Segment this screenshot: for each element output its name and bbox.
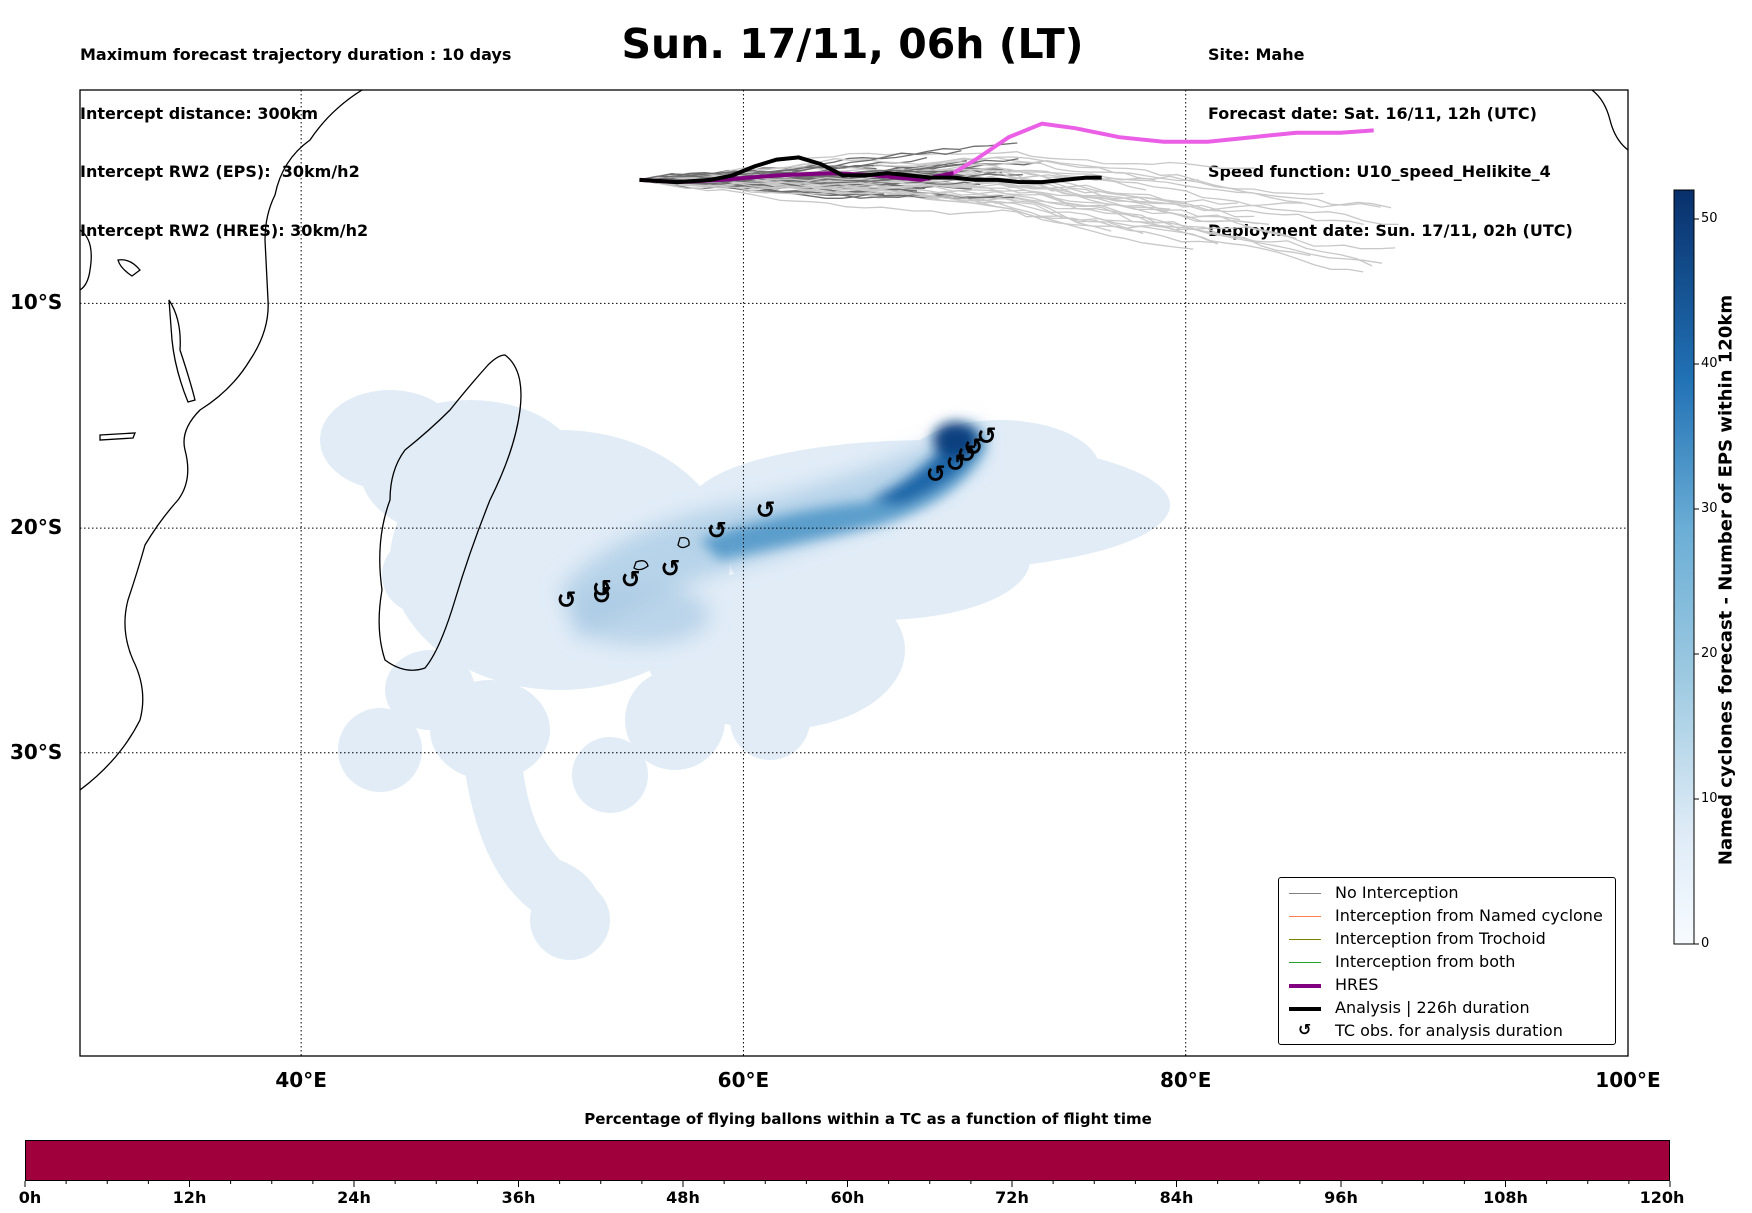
legend-named-cyclone: Interception from Named cyclone	[1285, 905, 1615, 928]
header-intercept-distance: Intercept distance: 300km	[80, 103, 319, 123]
flight-bar-tick-label: 24h	[337, 1188, 371, 1207]
analysis-track	[639, 155, 1102, 185]
lon-tick-label: 60°E	[717, 1068, 770, 1092]
legend-analysis: Analysis | 226h duration	[1285, 997, 1615, 1020]
colorbar-tick-label: 50	[1701, 211, 1718, 226]
eps-trajectory	[639, 179, 1383, 264]
header-speed-function: Speed function: U10_speed_Helikite_4	[1208, 162, 1551, 181]
colorbar-ticks	[1694, 218, 1699, 945]
legend-label: Analysis | 226h duration	[1335, 998, 1530, 1017]
flight-bar-tick-label: 120h	[1639, 1188, 1685, 1207]
gridlines	[80, 90, 1628, 1056]
cyclone-icon: ↺	[957, 440, 977, 468]
legend-both: Interception from both	[1285, 951, 1615, 974]
legend-label: TC obs. for analysis duration	[1335, 1021, 1563, 1040]
cyclone-icon: ↺	[755, 496, 775, 524]
lat-tick-label: 10°S	[10, 290, 63, 315]
lon-tick-label: 80°E	[1159, 1068, 1212, 1092]
legend-line	[1289, 962, 1321, 963]
flight-bar	[25, 1140, 1670, 1181]
flight-bar-title: Percentage of flying ballons within a TC…	[584, 1110, 1152, 1128]
cyclone-icon: ↺	[660, 555, 680, 583]
cyclone-icon: ↺	[592, 581, 612, 609]
flight-bar-tick-label: 72h	[995, 1188, 1029, 1207]
legend-line	[1289, 984, 1321, 988]
legend-line	[1289, 893, 1321, 894]
cyclone-icon: ↺	[592, 575, 612, 603]
eps-trajectory	[639, 179, 1373, 267]
header-site: Site: Mahe	[1208, 45, 1305, 64]
lon-tick-label: 40°E	[275, 1068, 327, 1092]
flight-bar-tick-label: 108h	[1483, 1188, 1528, 1207]
legend-tc-obs: ↺ TC obs. for analysis duration	[1285, 1020, 1615, 1043]
cyclone-density-shading	[320, 390, 1170, 960]
colorbar	[1673, 189, 1695, 945]
legend-line	[1289, 939, 1321, 940]
flight-bar-tick-label: 0h	[18, 1188, 42, 1207]
flight-bar-tick-label: 36h	[501, 1188, 536, 1207]
legend-label: Interception from Named cyclone	[1335, 906, 1603, 925]
eps-trajectories	[639, 142, 1399, 273]
legend-label: No Interception	[1335, 883, 1459, 902]
map-area: ↺ ↺↺ ↺ ↺↺↺↺ ↺↺↺↺	[80, 90, 1628, 1056]
cyclone-icon: ↺	[707, 516, 727, 544]
tc-observations: ↺ ↺↺ ↺ ↺↺↺↺ ↺↺↺↺	[556, 422, 996, 614]
header-intercept-eps: Intercept RW2 (EPS): 30km/h2	[80, 162, 360, 181]
flight-bar-tick-label: 84h	[1159, 1188, 1194, 1207]
cyclone-icon: ↺	[1298, 1020, 1312, 1039]
cyclone-icon: ↺	[963, 433, 983, 461]
eps-trajectory	[639, 149, 962, 181]
legend-label: HRES	[1335, 975, 1379, 994]
header-intercept-hres: Intercept RW2 (HRES): 30km/h2	[80, 220, 369, 240]
header-left: Maximum forecast trajectory duration : 1…	[80, 6, 511, 260]
legend-line	[1289, 1007, 1321, 1011]
lon-tick-label: 100°E	[1595, 1068, 1661, 1092]
legend-no-interception: No Interception	[1285, 882, 1615, 905]
lat-tick-label: 20°S	[10, 515, 63, 540]
colorbar-tick-label: 40	[1701, 356, 1718, 371]
colorbar-tick-label: 0	[1701, 936, 1710, 951]
legend-line	[1289, 916, 1321, 917]
legend-label: Interception from both	[1335, 952, 1516, 971]
flight-bar-tick-label: 60h	[830, 1188, 865, 1207]
coastlines	[80, 90, 1628, 791]
flight-bar-tick-label: 96h	[1324, 1188, 1358, 1207]
eps-trajectory	[639, 179, 1194, 250]
flight-bar-tick-label: 48h	[666, 1188, 700, 1207]
flight-bar-ticks	[24, 1181, 1671, 1187]
legend-hres: HRES	[1285, 974, 1615, 997]
main-title: Sun. 17/11, 06h (LT)	[621, 20, 1084, 68]
cyclone-icon: ↺	[556, 586, 576, 614]
hres-track-pink	[919, 121, 1374, 182]
map-frame	[79, 89, 1629, 1057]
header-deployment-date: Deployment date: Sun. 17/11, 02h (UTC)	[1208, 220, 1573, 240]
colorbar-tick-label: 10	[1701, 791, 1718, 806]
header-right: Site: Mahe Forecast date: Sat. 16/11, 12…	[1208, 6, 1573, 260]
eps-trajectory	[639, 179, 1364, 273]
cyclone-icon: ↺	[621, 566, 641, 594]
header-forecast-date: Forecast date: Sat. 16/11, 12h (UTC)	[1208, 103, 1537, 123]
cyclone-icon: ↺	[926, 460, 946, 488]
flight-bar-tick-label: 12h	[172, 1188, 207, 1207]
colorbar-tick-label: 20	[1701, 646, 1718, 661]
legend-trochoid: Interception from Trochoid	[1285, 928, 1615, 951]
header-max-duration: Maximum forecast trajectory duration : 1…	[80, 45, 512, 64]
colorbar-tick-label: 30	[1701, 501, 1718, 516]
legend-label: Interception from Trochoid	[1335, 929, 1546, 948]
map-legend: No Interception Interception from Named …	[1278, 877, 1616, 1045]
colorbar-label: Named cyclones forecast - Number of EPS …	[1715, 294, 1737, 866]
lat-tick-label: 30°S	[10, 739, 63, 764]
cyclone-icon: ↺	[977, 422, 997, 450]
eps-trajectory	[639, 179, 1311, 257]
cyclone-icon: ↺	[946, 449, 966, 477]
